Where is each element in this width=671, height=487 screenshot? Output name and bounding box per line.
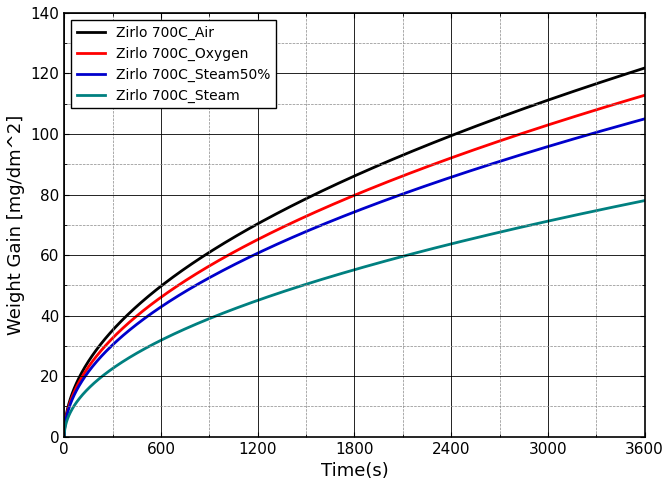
Zirlo 700C_Air (63, 409, 71, 415)
Line: Zirlo 700C_Oxygen: Zirlo 700C_Oxygen (64, 95, 645, 437)
X-axis label: Time(s): Time(s) (321, 462, 389, 480)
Zirlo 700C_Air (641, 65, 649, 71)
Zirlo 700C_Steam (610, 204, 618, 210)
Zirlo 700C_Oxygen (95, 350, 103, 356)
Zirlo 700C_Air (174, 270, 182, 276)
Zirlo 700C_Oxygen (60, 434, 68, 440)
Zirlo 700C_Steam50% (344, 211, 352, 217)
Zirlo 700C_Oxygen (344, 195, 352, 201)
Line: Zirlo 700C_Steam: Zirlo 700C_Steam (64, 201, 645, 437)
Legend: Zirlo 700C_Air, Zirlo 700C_Oxygen, Zirlo 700C_Steam50%, Zirlo 700C_Steam: Zirlo 700C_Air, Zirlo 700C_Oxygen, Zirlo… (71, 20, 276, 109)
Zirlo 700C_Steam (174, 329, 182, 335)
Zirlo 700C_Air (95, 343, 103, 349)
Zirlo 700C_Steam (63, 418, 71, 424)
Zirlo 700C_Air (344, 176, 352, 182)
Zirlo 700C_Steam (95, 376, 103, 382)
Zirlo 700C_Steam (85, 386, 93, 392)
Zirlo 700C_Oxygen (63, 411, 71, 417)
Line: Zirlo 700C_Air: Zirlo 700C_Air (64, 68, 645, 437)
Zirlo 700C_Steam (641, 198, 649, 204)
Zirlo 700C_Steam50% (610, 125, 618, 131)
Zirlo 700C_Air (85, 359, 93, 365)
Zirlo 700C_Steam (60, 434, 68, 440)
Zirlo 700C_Oxygen (610, 101, 618, 107)
Zirlo 700C_Steam50% (63, 412, 71, 418)
Zirlo 700C_Oxygen (174, 282, 182, 288)
Line: Zirlo 700C_Steam50%: Zirlo 700C_Steam50% (64, 119, 645, 437)
Zirlo 700C_Oxygen (641, 93, 649, 98)
Zirlo 700C_Steam50% (174, 293, 182, 299)
Y-axis label: Weight Gain [mg/dm^2]: Weight Gain [mg/dm^2] (7, 114, 25, 335)
Zirlo 700C_Steam50% (95, 356, 103, 362)
Zirlo 700C_Steam50% (60, 434, 68, 440)
Zirlo 700C_Steam50% (85, 369, 93, 375)
Zirlo 700C_Air (610, 75, 618, 81)
Zirlo 700C_Steam (344, 269, 352, 275)
Zirlo 700C_Air (60, 434, 68, 440)
Zirlo 700C_Oxygen (85, 364, 93, 370)
Zirlo 700C_Steam50% (641, 116, 649, 122)
